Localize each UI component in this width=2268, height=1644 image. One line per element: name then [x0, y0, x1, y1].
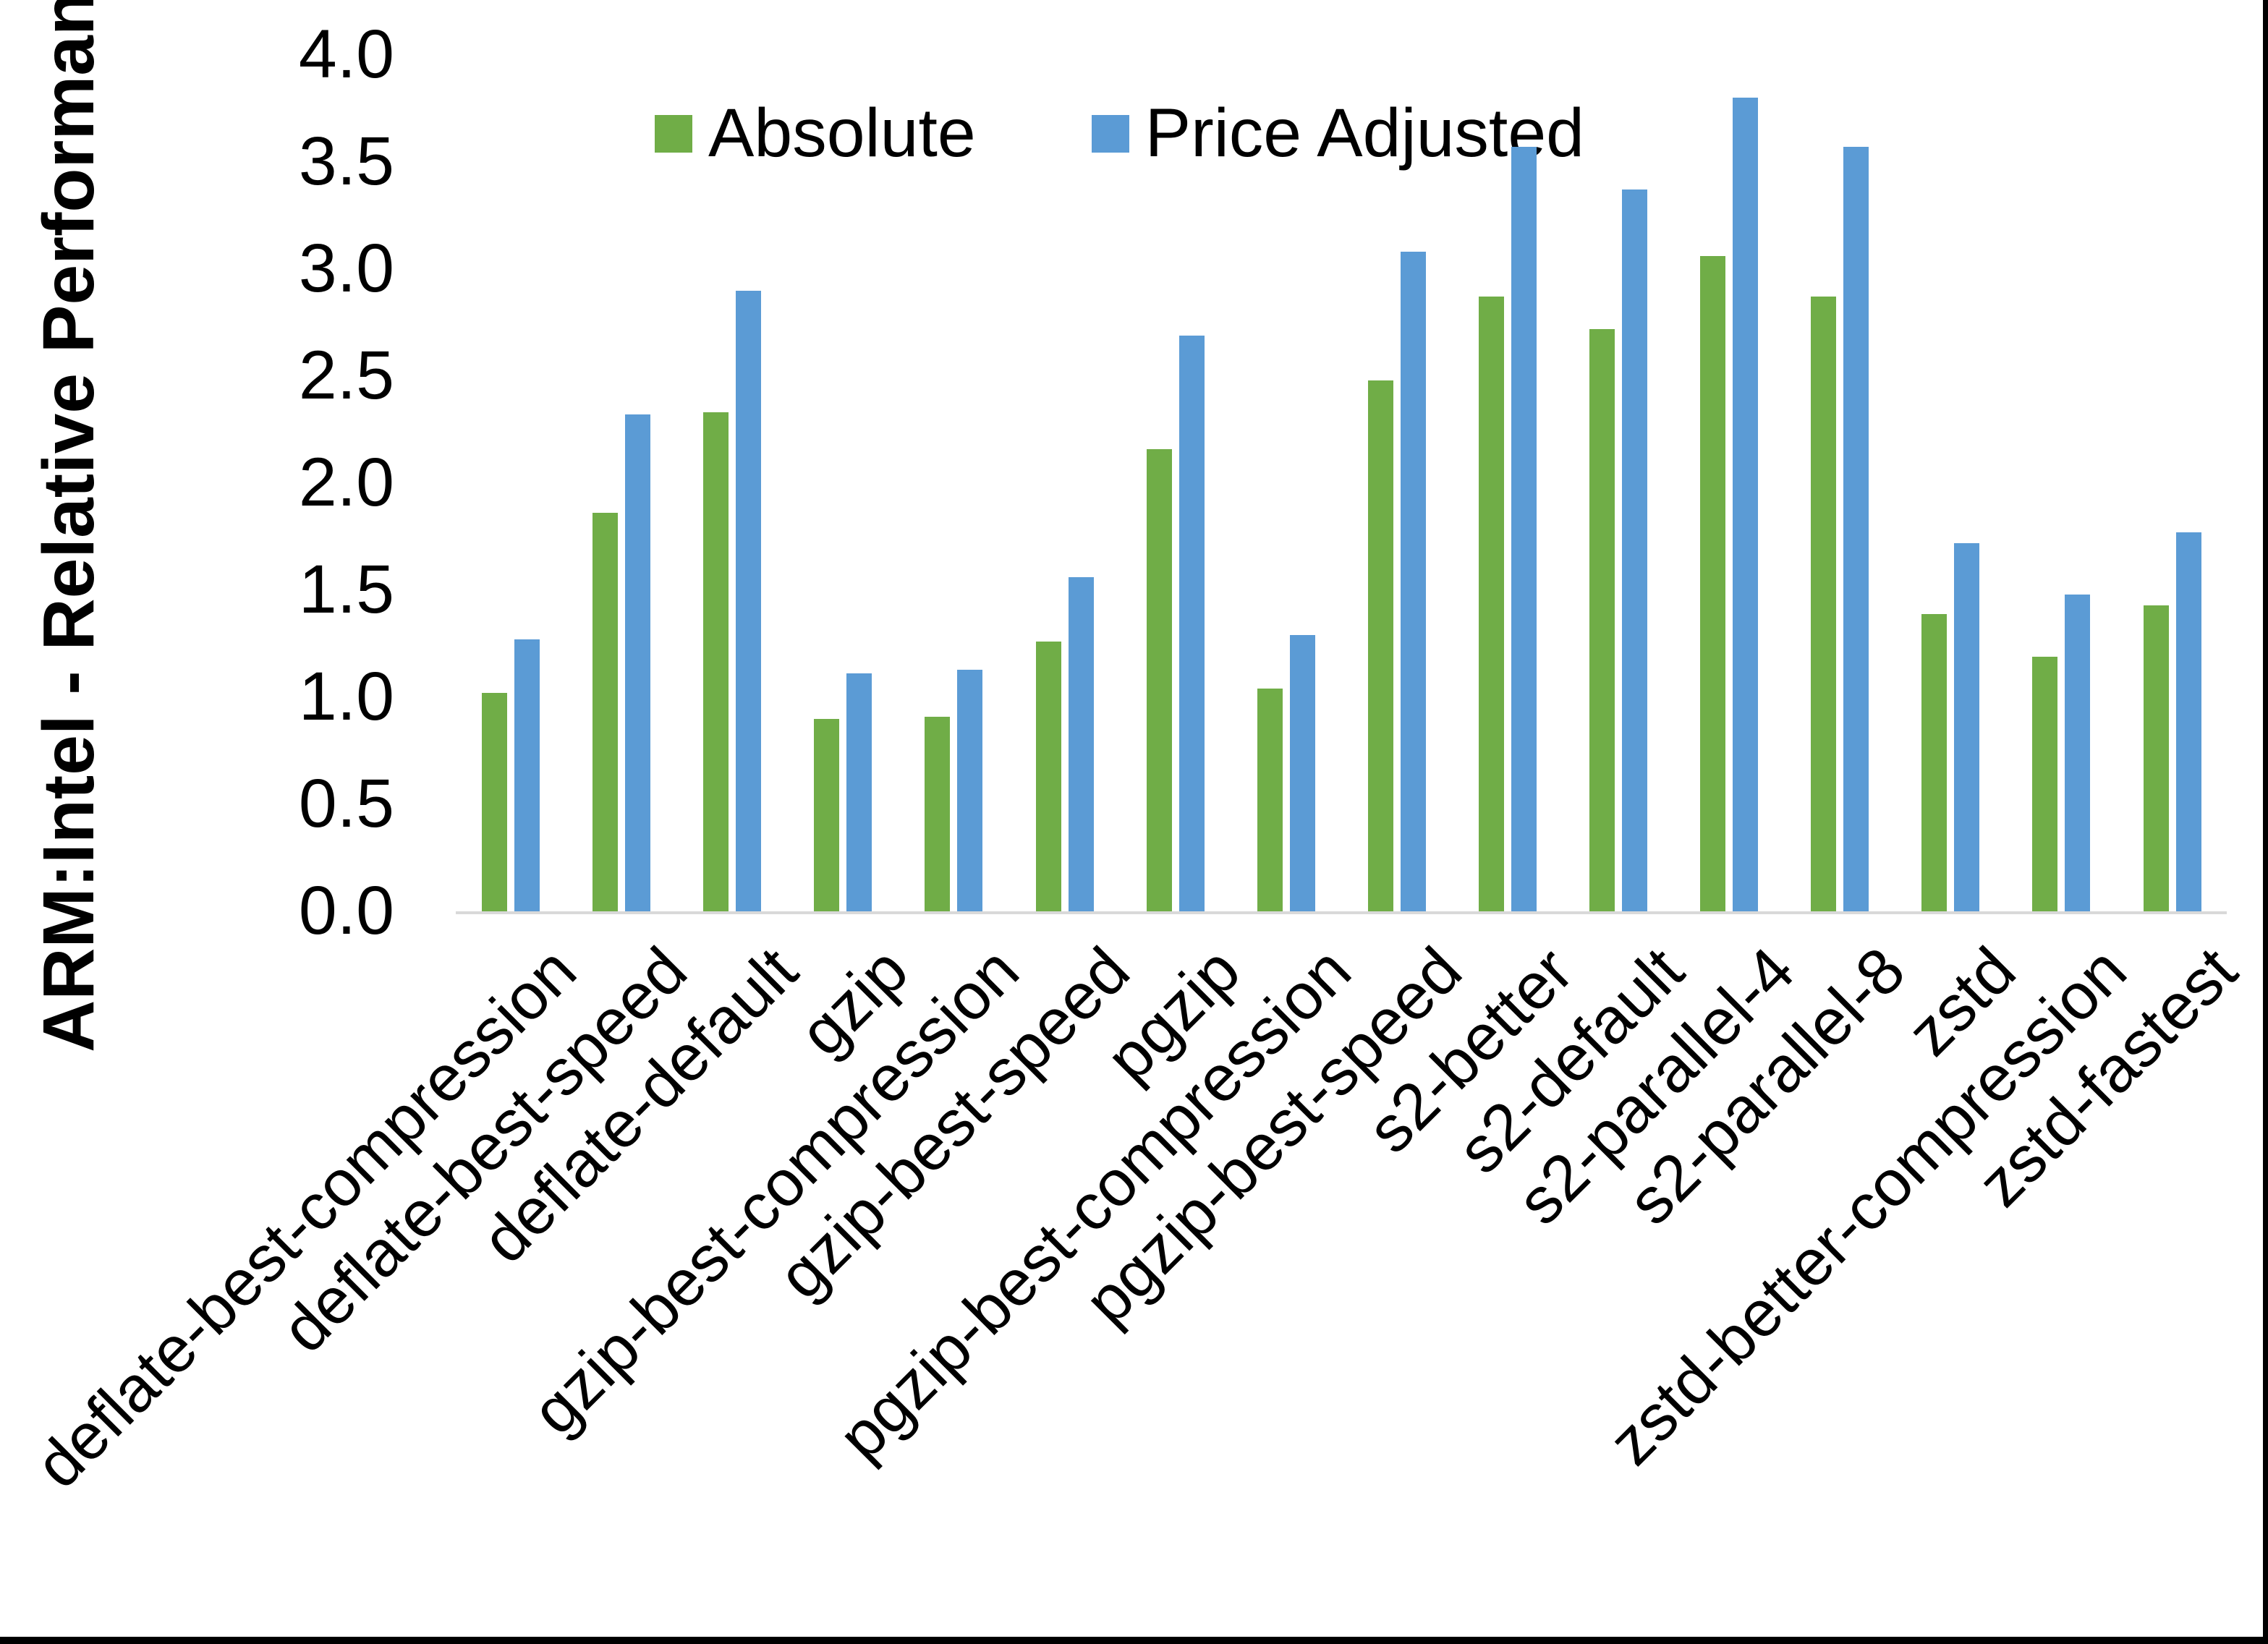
legend-label-price-adjusted: Price Adjusted: [1144, 95, 1584, 171]
bar-price-adjusted-deflate-best-speed: [625, 414, 650, 911]
bar-price-adjusted-pgzip-best-compression: [1290, 635, 1315, 911]
legend: Absolute Price Adjusted: [655, 94, 1584, 173]
legend-swatch-price-adjusted: [1091, 114, 1129, 153]
bar-absolute-pgzip-best-compression: [1257, 689, 1283, 911]
bar-price-adjusted-zstd: [1954, 543, 1979, 911]
bar-price-adjusted-zstd-fastest: [2176, 532, 2201, 911]
bar-absolute-s2-better: [1479, 297, 1504, 911]
legend-swatch-absolute: [655, 114, 692, 153]
bar-absolute-deflate-best-speed: [593, 513, 618, 911]
y-tick-label: 3.0: [298, 230, 394, 307]
frame-border-right: [2263, 0, 2268, 1644]
y-tick-label: 3.5: [298, 123, 394, 200]
bar-absolute-zstd: [1921, 614, 1947, 911]
y-tick-label: 1.5: [298, 551, 394, 628]
bar-price-adjusted-gzip-best-compression: [957, 670, 982, 911]
bar-price-adjusted-s2-better: [1511, 147, 1537, 911]
bar-price-adjusted-pgzip-best-speed: [1401, 252, 1426, 911]
bar-absolute-s2-default: [1589, 329, 1615, 911]
bar-price-adjusted-s2-default: [1622, 189, 1647, 911]
bar-price-adjusted-gzip: [846, 673, 872, 911]
y-tick-label: 4.0: [298, 16, 394, 93]
bar-absolute-deflate-best-compression: [482, 693, 507, 911]
bar-absolute-pgzip-best-speed: [1368, 380, 1393, 911]
bar-price-adjusted-deflate-best-compression: [514, 639, 540, 911]
legend-label-absolute: Absolute: [708, 95, 976, 171]
bar-absolute-pgzip: [1147, 449, 1172, 911]
y-tick-label: 1.0: [298, 658, 394, 735]
bar-price-adjusted-s2-parallel-4: [1733, 98, 1758, 911]
x-axis-line: [456, 911, 2227, 914]
bar-absolute-deflate-default: [703, 412, 729, 911]
bar-absolute-zstd-fastest: [2144, 605, 2169, 911]
y-tick-label: 2.5: [298, 337, 394, 414]
bar-price-adjusted-gzip-best-speed: [1069, 577, 1094, 911]
bar-absolute-gzip-best-compression: [925, 717, 950, 911]
y-tick-label: 0.5: [298, 765, 394, 842]
bar-price-adjusted-s2-parallel-8: [1843, 147, 1869, 911]
bar-absolute-gzip: [814, 719, 839, 911]
bar-price-adjusted-deflate-default: [736, 291, 761, 911]
bar-absolute-zstd-better-compression: [2032, 657, 2057, 911]
bar-absolute-s2-parallel-4: [1700, 256, 1725, 911]
bar-absolute-gzip-best-speed: [1036, 642, 1061, 911]
bar-absolute-s2-parallel-8: [1811, 297, 1836, 911]
y-tick-label: 2.0: [298, 444, 394, 521]
frame-border-bottom: [0, 1637, 2268, 1644]
bar-price-adjusted-zstd-better-compression: [2065, 595, 2090, 911]
y-axis-title: ARM:Intel - Relative Performance: [28, 0, 109, 1052]
y-tick-label: 0.0: [298, 872, 394, 949]
bar-price-adjusted-pgzip: [1179, 336, 1205, 911]
